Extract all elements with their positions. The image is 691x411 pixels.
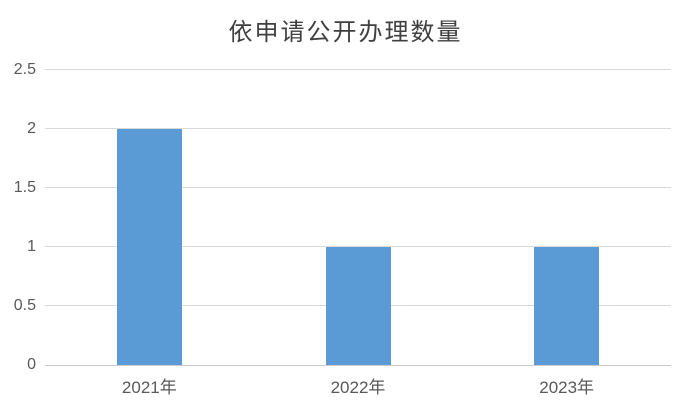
x-axis-tick-label: 2023年 <box>539 378 595 397</box>
y-axis-tick-label: 1.5 <box>13 179 36 196</box>
y-axis-tick-label: 2 <box>27 120 36 137</box>
bar <box>325 247 391 365</box>
y-axis-tick-label: 1 <box>27 238 36 255</box>
plot-area <box>45 69 671 366</box>
x-axis-tick-label: 2022年 <box>330 378 386 397</box>
gridline <box>45 246 671 247</box>
bar <box>116 129 182 365</box>
y-axis-tick-label: 2.5 <box>13 61 36 78</box>
gridline <box>45 128 671 129</box>
chart-title: 依申请公开办理数量 <box>228 19 463 46</box>
bar <box>534 247 600 365</box>
gridline <box>45 69 671 70</box>
x-axis-tick-label: 2021年 <box>121 378 177 397</box>
y-axis-tick-label: 0 <box>27 356 36 373</box>
x-axis-line <box>45 365 671 366</box>
gridline <box>45 187 671 188</box>
y-axis-tick-label: 0.5 <box>13 297 36 314</box>
